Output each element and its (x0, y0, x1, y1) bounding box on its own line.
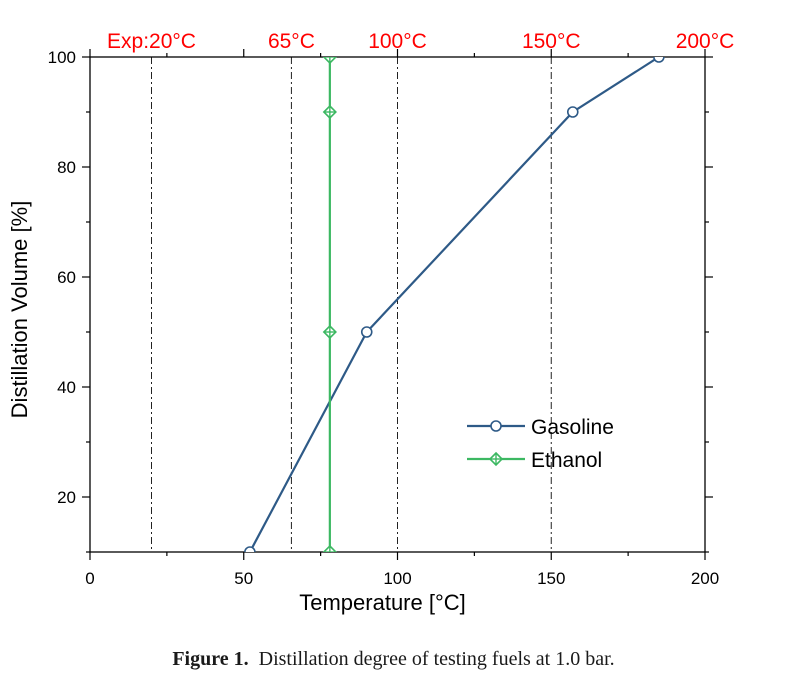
reference-labels: Exp:20°C 65°C 100°C 150°C 200°C (107, 30, 734, 53)
data-point (653, 57, 665, 63)
tick-labels: 0 50 100 150 200 20 40 60 80 100 (48, 48, 720, 588)
legend: Gasoline Ethanol (467, 416, 614, 472)
x-tick-label: 200 (691, 569, 719, 588)
x-tick-label: 50 (234, 569, 253, 588)
reference-lines (151, 57, 552, 552)
y-axis-label: Distillation Volume [%] (7, 201, 32, 419)
x-tick-label: 150 (537, 569, 565, 588)
reference-label: 65°C (268, 30, 315, 53)
y-tick-label: 100 (48, 48, 76, 67)
y-tick-label: 20 (57, 488, 76, 507)
reference-label: 100°C (368, 30, 427, 53)
reference-label: 200°C (676, 30, 735, 53)
y-tick-label: 80 (57, 158, 76, 177)
axis-ticks (82, 49, 713, 560)
data-point (322, 104, 337, 120)
y-tick-label: 40 (57, 378, 76, 397)
figure-caption: Figure 1. Distillation degree of testing… (0, 648, 787, 671)
reference-label: Exp:20°C (107, 30, 196, 53)
data-point (322, 324, 337, 340)
distillation-chart: 0 50 100 150 200 20 40 60 80 100 Exp:20°C 65°C 100°… (7, 30, 734, 615)
data-point (360, 326, 373, 338)
data-point (566, 106, 579, 118)
legend-label: Ethanol (531, 449, 602, 472)
legend-item-ethanol: Ethanol (467, 449, 602, 472)
caption-text: Distillation degree of testing fuels at … (258, 648, 615, 670)
data-point (488, 451, 504, 467)
data-point (322, 57, 337, 65)
series-line (248, 57, 660, 552)
reference-label: 150°C (522, 30, 581, 53)
legend-label: Gasoline (531, 416, 614, 439)
data-point (322, 544, 337, 552)
series-layer (244, 57, 665, 552)
data-point (244, 546, 256, 552)
data-point (490, 420, 502, 432)
legend-item-gasoline: Gasoline (467, 416, 614, 439)
x-axis-label: Temperature [°C] (299, 590, 466, 615)
series-gasoline (244, 57, 665, 552)
plot-frame (89, 56, 706, 553)
series-ethanol (322, 57, 337, 552)
caption-label: Figure 1. (172, 648, 249, 670)
x-tick-label: 100 (383, 569, 411, 588)
y-tick-label: 60 (57, 268, 76, 287)
x-tick-label: 0 (85, 569, 94, 588)
